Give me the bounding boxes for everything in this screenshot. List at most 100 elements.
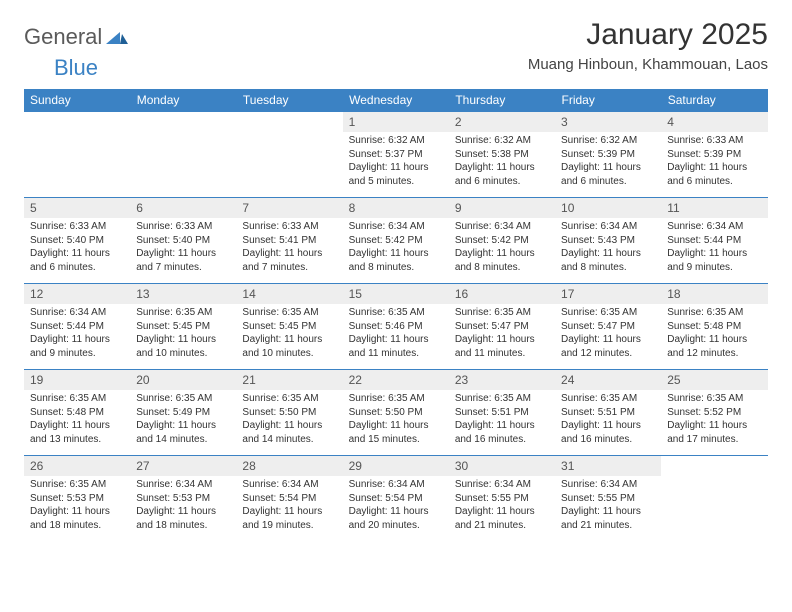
day-number: 16 — [449, 284, 555, 304]
day-number: 2 — [449, 112, 555, 132]
calendar-week-row: 19Sunrise: 6:35 AMSunset: 5:48 PMDayligh… — [24, 370, 768, 456]
calendar-day-cell: 2Sunrise: 6:32 AMSunset: 5:38 PMDaylight… — [449, 112, 555, 198]
day-number: 14 — [236, 284, 342, 304]
calendar-day-cell: 22Sunrise: 6:35 AMSunset: 5:50 PMDayligh… — [343, 370, 449, 456]
calendar-day-cell: 29Sunrise: 6:34 AMSunset: 5:54 PMDayligh… — [343, 456, 449, 542]
calendar-day-cell: 12Sunrise: 6:34 AMSunset: 5:44 PMDayligh… — [24, 284, 130, 370]
calendar-day-cell: 31Sunrise: 6:34 AMSunset: 5:55 PMDayligh… — [555, 456, 661, 542]
brand-part2: Blue — [54, 55, 98, 80]
weekday-header-row: Sunday Monday Tuesday Wednesday Thursday… — [24, 89, 768, 112]
weekday-header: Friday — [555, 89, 661, 112]
day-details: Sunrise: 6:35 AMSunset: 5:49 PMDaylight:… — [130, 390, 236, 452]
calendar-day-cell: 7Sunrise: 6:33 AMSunset: 5:41 PMDaylight… — [236, 198, 342, 284]
calendar-day-cell: 18Sunrise: 6:35 AMSunset: 5:48 PMDayligh… — [661, 284, 767, 370]
calendar-week-row: 26Sunrise: 6:35 AMSunset: 5:53 PMDayligh… — [24, 456, 768, 542]
calendar-day-cell: 21Sunrise: 6:35 AMSunset: 5:50 PMDayligh… — [236, 370, 342, 456]
day-details: Sunrise: 6:34 AMSunset: 5:43 PMDaylight:… — [555, 218, 661, 280]
calendar-day-cell: 4Sunrise: 6:33 AMSunset: 5:39 PMDaylight… — [661, 112, 767, 198]
day-number: 13 — [130, 284, 236, 304]
day-number: 27 — [130, 456, 236, 476]
day-details: Sunrise: 6:35 AMSunset: 5:53 PMDaylight:… — [24, 476, 130, 538]
calendar-day-cell: 14Sunrise: 6:35 AMSunset: 5:45 PMDayligh… — [236, 284, 342, 370]
day-number: 15 — [343, 284, 449, 304]
calendar-day-cell: 3Sunrise: 6:32 AMSunset: 5:39 PMDaylight… — [555, 112, 661, 198]
day-details: Sunrise: 6:34 AMSunset: 5:55 PMDaylight:… — [555, 476, 661, 538]
calendar-day-cell: 20Sunrise: 6:35 AMSunset: 5:49 PMDayligh… — [130, 370, 236, 456]
day-details: Sunrise: 6:32 AMSunset: 5:38 PMDaylight:… — [449, 132, 555, 194]
day-number: 8 — [343, 198, 449, 218]
day-number — [661, 456, 767, 462]
day-details: Sunrise: 6:35 AMSunset: 5:52 PMDaylight:… — [661, 390, 767, 452]
brand-logo: General — [24, 24, 130, 50]
day-number — [24, 112, 130, 118]
calendar-day-cell: 8Sunrise: 6:34 AMSunset: 5:42 PMDaylight… — [343, 198, 449, 284]
day-number: 7 — [236, 198, 342, 218]
day-details: Sunrise: 6:35 AMSunset: 5:48 PMDaylight:… — [661, 304, 767, 366]
day-number: 1 — [343, 112, 449, 132]
day-number: 22 — [343, 370, 449, 390]
day-number: 24 — [555, 370, 661, 390]
calendar-day-cell: 5Sunrise: 6:33 AMSunset: 5:40 PMDaylight… — [24, 198, 130, 284]
day-number: 18 — [661, 284, 767, 304]
day-number: 25 — [661, 370, 767, 390]
day-number: 19 — [24, 370, 130, 390]
day-number: 6 — [130, 198, 236, 218]
day-number: 20 — [130, 370, 236, 390]
day-details: Sunrise: 6:33 AMSunset: 5:41 PMDaylight:… — [236, 218, 342, 280]
calendar-week-row: 1Sunrise: 6:32 AMSunset: 5:37 PMDaylight… — [24, 112, 768, 198]
day-details: Sunrise: 6:34 AMSunset: 5:42 PMDaylight:… — [449, 218, 555, 280]
day-number: 31 — [555, 456, 661, 476]
calendar-day-cell: 15Sunrise: 6:35 AMSunset: 5:46 PMDayligh… — [343, 284, 449, 370]
day-details: Sunrise: 6:35 AMSunset: 5:45 PMDaylight:… — [236, 304, 342, 366]
calendar-day-cell — [661, 456, 767, 542]
day-details: Sunrise: 6:35 AMSunset: 5:46 PMDaylight:… — [343, 304, 449, 366]
calendar-day-cell — [236, 112, 342, 198]
day-number — [236, 112, 342, 118]
day-number: 28 — [236, 456, 342, 476]
calendar-day-cell: 13Sunrise: 6:35 AMSunset: 5:45 PMDayligh… — [130, 284, 236, 370]
day-number: 11 — [661, 198, 767, 218]
day-number: 23 — [449, 370, 555, 390]
day-details: Sunrise: 6:34 AMSunset: 5:42 PMDaylight:… — [343, 218, 449, 280]
day-details: Sunrise: 6:32 AMSunset: 5:39 PMDaylight:… — [555, 132, 661, 194]
calendar-body: 1Sunrise: 6:32 AMSunset: 5:37 PMDaylight… — [24, 112, 768, 542]
calendar-day-cell: 24Sunrise: 6:35 AMSunset: 5:51 PMDayligh… — [555, 370, 661, 456]
day-number: 21 — [236, 370, 342, 390]
day-number: 4 — [661, 112, 767, 132]
calendar-day-cell: 9Sunrise: 6:34 AMSunset: 5:42 PMDaylight… — [449, 198, 555, 284]
calendar-week-row: 12Sunrise: 6:34 AMSunset: 5:44 PMDayligh… — [24, 284, 768, 370]
day-details: Sunrise: 6:34 AMSunset: 5:54 PMDaylight:… — [236, 476, 342, 538]
weekday-header: Wednesday — [343, 89, 449, 112]
weekday-header: Tuesday — [236, 89, 342, 112]
day-details: Sunrise: 6:35 AMSunset: 5:51 PMDaylight:… — [449, 390, 555, 452]
day-number: 17 — [555, 284, 661, 304]
calendar-page: General January 2025 Muang Hinboun, Kham… — [0, 0, 792, 560]
weekday-header: Thursday — [449, 89, 555, 112]
day-details: Sunrise: 6:35 AMSunset: 5:45 PMDaylight:… — [130, 304, 236, 366]
day-details: Sunrise: 6:34 AMSunset: 5:55 PMDaylight:… — [449, 476, 555, 538]
day-details: Sunrise: 6:35 AMSunset: 5:50 PMDaylight:… — [343, 390, 449, 452]
day-details: Sunrise: 6:34 AMSunset: 5:54 PMDaylight:… — [343, 476, 449, 538]
day-details: Sunrise: 6:35 AMSunset: 5:51 PMDaylight:… — [555, 390, 661, 452]
calendar-day-cell: 10Sunrise: 6:34 AMSunset: 5:43 PMDayligh… — [555, 198, 661, 284]
calendar-day-cell: 28Sunrise: 6:34 AMSunset: 5:54 PMDayligh… — [236, 456, 342, 542]
brand-part1: General — [24, 24, 102, 50]
calendar-day-cell: 16Sunrise: 6:35 AMSunset: 5:47 PMDayligh… — [449, 284, 555, 370]
day-details: Sunrise: 6:35 AMSunset: 5:48 PMDaylight:… — [24, 390, 130, 452]
day-number: 5 — [24, 198, 130, 218]
day-details: Sunrise: 6:33 AMSunset: 5:40 PMDaylight:… — [24, 218, 130, 280]
day-details: Sunrise: 6:32 AMSunset: 5:37 PMDaylight:… — [343, 132, 449, 194]
day-number: 30 — [449, 456, 555, 476]
day-details: Sunrise: 6:33 AMSunset: 5:40 PMDaylight:… — [130, 218, 236, 280]
calendar-day-cell: 27Sunrise: 6:34 AMSunset: 5:53 PMDayligh… — [130, 456, 236, 542]
calendar-table: Sunday Monday Tuesday Wednesday Thursday… — [24, 89, 768, 542]
calendar-day-cell: 19Sunrise: 6:35 AMSunset: 5:48 PMDayligh… — [24, 370, 130, 456]
day-details: Sunrise: 6:34 AMSunset: 5:44 PMDaylight:… — [24, 304, 130, 366]
page-title: January 2025 — [528, 18, 768, 52]
day-details: Sunrise: 6:35 AMSunset: 5:50 PMDaylight:… — [236, 390, 342, 452]
day-details: Sunrise: 6:34 AMSunset: 5:44 PMDaylight:… — [661, 218, 767, 280]
calendar-day-cell: 1Sunrise: 6:32 AMSunset: 5:37 PMDaylight… — [343, 112, 449, 198]
calendar-day-cell: 26Sunrise: 6:35 AMSunset: 5:53 PMDayligh… — [24, 456, 130, 542]
day-number: 12 — [24, 284, 130, 304]
calendar-day-cell — [24, 112, 130, 198]
